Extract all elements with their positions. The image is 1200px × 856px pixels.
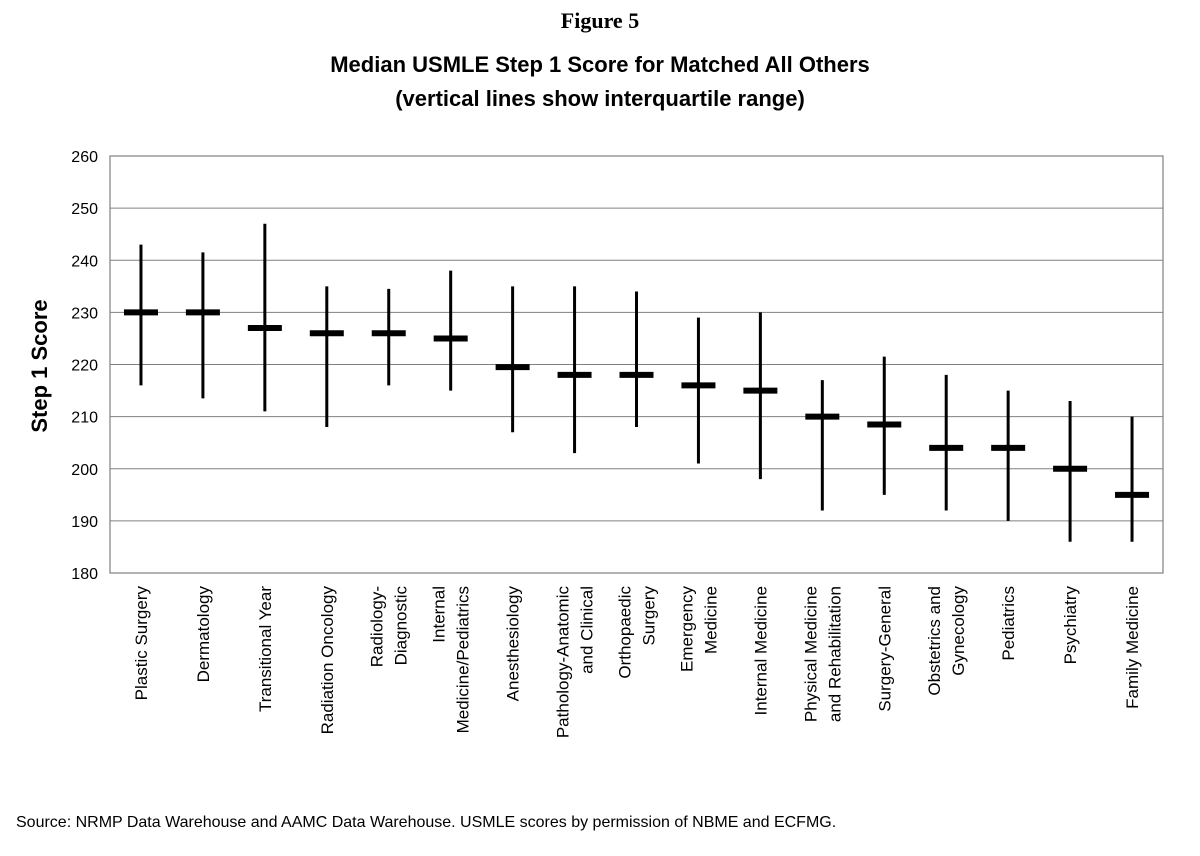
category-label: Physical Medicine [801, 586, 820, 722]
category-label: Plastic Surgery [132, 586, 151, 701]
y-axis-label: Step 1 Score [27, 299, 52, 432]
category-label: Radiation Oncology [318, 586, 337, 735]
y-tick-label: 250 [71, 201, 98, 218]
y-tick-label: 180 [71, 566, 98, 583]
y-tick-label: 210 [71, 410, 98, 427]
figure-label: Figure 5 [560, 8, 640, 33]
category-label: Pediatrics [999, 586, 1018, 661]
category-label: Orthopaedic [616, 586, 635, 679]
category-label: Internal Medicine [751, 586, 770, 715]
y-tick-label: 220 [71, 358, 98, 375]
y-tick-label: 260 [71, 149, 98, 166]
category-label: Diagnostic [392, 586, 411, 666]
category-label: Radiology- [368, 586, 387, 667]
y-axis-ticks: 180 190 200 210 220 230 240 250 260 [71, 149, 98, 583]
category-label: and Rehabilitation [825, 586, 844, 722]
category-label: Transitional Year [256, 586, 275, 712]
category-label: Medicine [701, 586, 720, 654]
y-tick-label: 230 [71, 305, 98, 322]
category-label: Medicine/Pediatrics [454, 586, 473, 733]
y-tick-label: 190 [71, 514, 98, 531]
category-label: Surgery [640, 586, 659, 646]
category-label: Obstetrics and [925, 586, 944, 696]
category-label: Family Medicine [1123, 586, 1142, 709]
category-label: Anesthesiology [504, 586, 523, 702]
y-tick-label: 200 [71, 462, 98, 479]
chart-title: Median USMLE Step 1 Score for Matched Al… [330, 52, 870, 77]
category-label: Dermatology [194, 586, 213, 683]
y-tick-label: 240 [71, 253, 98, 270]
x-axis-categories: Plastic Surgery Dermatology Transitional Y… [132, 586, 1142, 739]
category-label: Psychiatry [1061, 586, 1080, 665]
category-label: Internal [430, 586, 449, 643]
category-label: and Clinical [578, 586, 597, 674]
category-label: Emergency [677, 586, 696, 672]
chart-subtitle: (vertical lines show interquartile range… [395, 86, 805, 111]
chart-title-block: Median USMLE Step 1 Score for Matched Al… [0, 48, 1200, 116]
source-note: Source: NRMP Data Warehouse and AAMC Dat… [16, 814, 837, 831]
plot-area-frame [109, 155, 1164, 574]
category-label: Gynecology [949, 586, 968, 676]
range-marks [123, 223, 1150, 542]
category-label: Pathology-Anatomic [554, 586, 573, 739]
category-label: Surgery-General [875, 586, 894, 712]
